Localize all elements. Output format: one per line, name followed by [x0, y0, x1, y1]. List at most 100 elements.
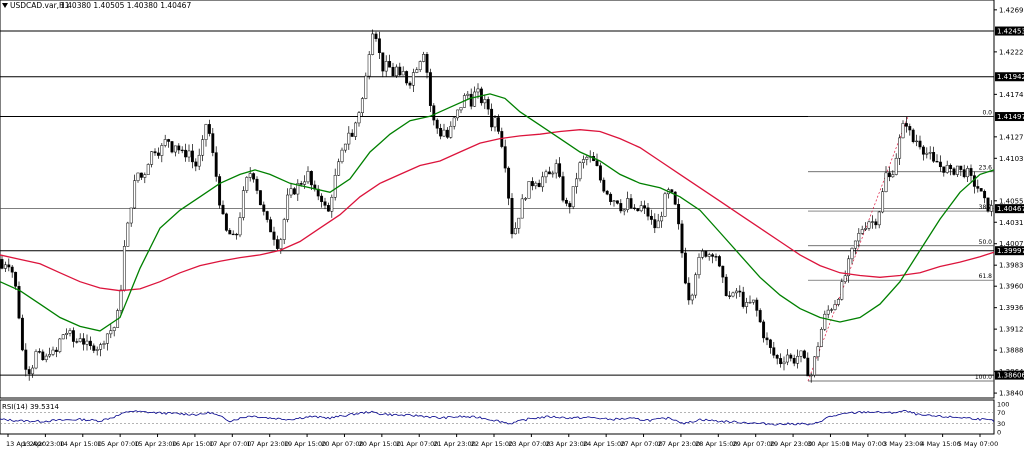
- candle-bear: [265, 211, 269, 220]
- candle-bull: [799, 350, 803, 357]
- candle-bull: [622, 209, 626, 212]
- candle-bear: [275, 239, 279, 249]
- candle-bear: [711, 254, 715, 257]
- y-tick-label: 1.39835: [999, 262, 1024, 270]
- candle-bear: [687, 282, 691, 301]
- candle-bull: [119, 289, 123, 311]
- candle-bear: [643, 205, 647, 209]
- candle-bear: [762, 321, 766, 339]
- y-tick-label: 1.41745: [999, 91, 1024, 99]
- triangle-down-icon[interactable]: [2, 3, 8, 8]
- candle-bear: [153, 151, 157, 154]
- candle-bear: [983, 190, 987, 199]
- candle-bear: [632, 207, 636, 209]
- candle-bull: [245, 177, 249, 191]
- y-tick-label: 1.38405: [999, 390, 1024, 398]
- candle-bull: [891, 174, 895, 178]
- candle-bear: [510, 198, 514, 235]
- candle-bear: [82, 338, 86, 345]
- level-label-box: [995, 246, 1024, 256]
- candle-bear: [503, 146, 507, 169]
- candle-bear: [714, 256, 718, 258]
- x-tick-label: 27 Apr 07:00: [620, 440, 662, 448]
- candle-bull: [85, 340, 89, 345]
- candle-bear: [214, 152, 218, 177]
- candle-bull: [360, 98, 364, 113]
- candle-bull: [163, 139, 167, 146]
- x-tick-label: 13 Apr 2020: [6, 440, 46, 448]
- candle-bear: [938, 161, 942, 168]
- level-label: 1.38606: [997, 372, 1024, 380]
- candle-bull: [473, 91, 477, 107]
- fibo-trend-line: [807, 116, 909, 382]
- candle-bull: [3, 264, 7, 269]
- candle-bear: [428, 72, 432, 106]
- candle-bull: [925, 152, 929, 155]
- fibo-level-label: 100.0: [975, 374, 992, 381]
- candle-bull: [534, 182, 538, 187]
- rsi-level-label: 0: [997, 429, 1001, 437]
- candle-bull: [160, 145, 164, 156]
- candle-bull: [809, 374, 813, 377]
- level-label: 1.42453: [997, 28, 1024, 36]
- candle-bull: [840, 281, 844, 300]
- candle-bull: [289, 188, 293, 196]
- candle-bull: [146, 164, 150, 175]
- y-tick-label: 1.41030: [999, 155, 1024, 163]
- candle-bull: [870, 221, 874, 223]
- candle-bull: [466, 93, 470, 96]
- candle-bull: [660, 216, 664, 222]
- candle-bear: [904, 123, 908, 127]
- candle-bull: [371, 33, 375, 55]
- level-label-box: [995, 72, 1024, 82]
- candle-bull: [384, 61, 388, 72]
- candle-bear: [0, 259, 4, 269]
- candle-bull: [357, 112, 361, 124]
- candle-bear: [388, 61, 392, 68]
- x-tick-label: 20 Apr 07:00: [321, 440, 363, 448]
- candle-bear: [231, 233, 235, 236]
- candle-bear: [932, 152, 936, 162]
- candle-bull: [126, 222, 130, 247]
- candle-bear: [490, 108, 494, 128]
- candle-bull: [347, 132, 351, 145]
- candle-bull: [330, 197, 334, 212]
- y-tick-label: 1.39120: [999, 326, 1024, 334]
- candle-bull: [58, 338, 62, 352]
- candle-bear: [615, 200, 619, 204]
- candle-bull: [150, 151, 154, 165]
- candle-bear: [595, 160, 599, 166]
- candle-bull: [51, 349, 55, 355]
- candle-bull: [819, 329, 823, 347]
- candle-bear: [558, 163, 562, 177]
- price-axis: 1.42690 1.42220 1.41745 1.41270 1.41030 1.405…: [994, 6, 1024, 398]
- candle-bull: [966, 168, 970, 178]
- y-tick-label: 1.38885: [999, 347, 1024, 355]
- x-tick-label: 1 May 07:00: [846, 440, 886, 448]
- candle-bull: [626, 198, 630, 210]
- level-label: 1.40467: [997, 205, 1024, 213]
- candle-bear: [184, 149, 188, 158]
- candle-bear: [619, 203, 623, 212]
- candle-bull: [129, 207, 133, 224]
- ma-fast-line: [0, 93, 995, 332]
- candle-bear: [921, 146, 925, 155]
- candle-bull: [544, 171, 548, 178]
- candle-bull: [105, 333, 109, 344]
- x-tick-label: 30 Apr 15:00: [807, 440, 849, 448]
- candle-bull: [44, 355, 48, 361]
- level-label-box: [995, 112, 1024, 122]
- candle-bull: [286, 194, 290, 220]
- y-tick-label: 1.39600: [999, 283, 1024, 291]
- candle-bull: [415, 69, 419, 73]
- candle-bull: [867, 221, 871, 229]
- candle-bear: [507, 167, 511, 199]
- candle-bear: [326, 205, 330, 212]
- candle-bull: [95, 349, 99, 351]
- candle-bear: [92, 345, 96, 351]
- candle-bear: [435, 119, 439, 129]
- fibo-level-label: 61.8: [979, 273, 993, 280]
- candle-bear: [235, 233, 239, 236]
- candle-bear: [738, 290, 742, 293]
- candle-bear: [755, 299, 759, 311]
